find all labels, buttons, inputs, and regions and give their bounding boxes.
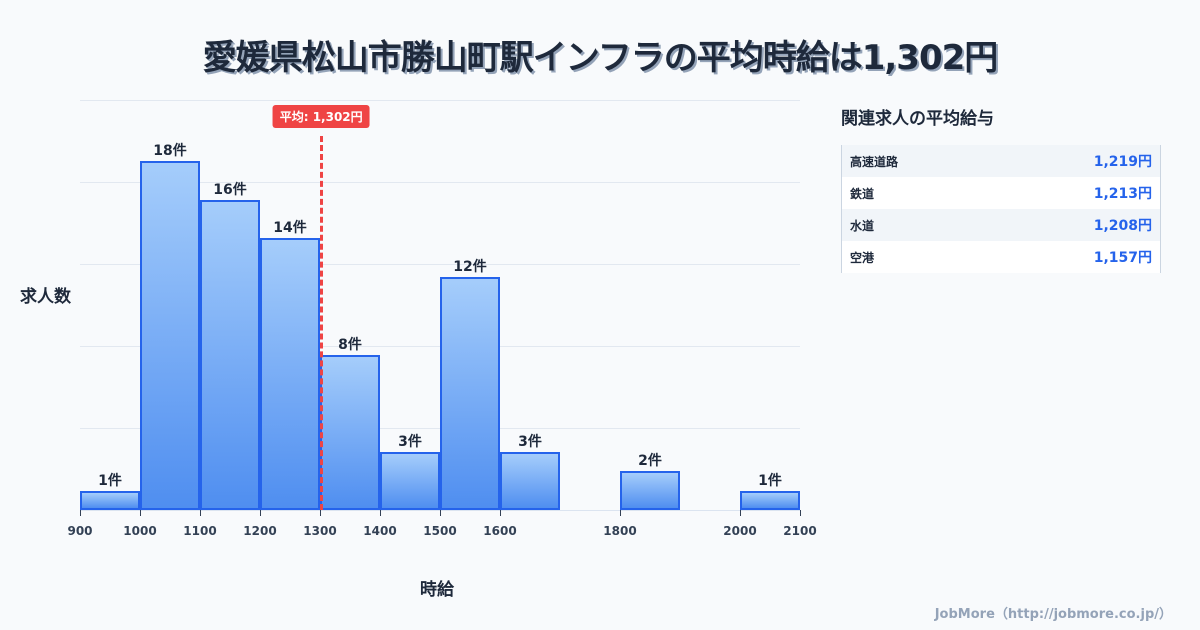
job-category-name: 鉄道 <box>850 186 875 201</box>
x-tick <box>320 510 321 516</box>
related-salary-title: 関連求人の平均給与 <box>841 109 994 129</box>
related-salary-table: 高速道路 1,219円 鉄道 1,213円 水道 1,208円 空港 1,157… <box>841 145 1161 273</box>
x-axis-label: 時給 <box>420 580 454 600</box>
average-line <box>320 136 324 510</box>
bar-count-label: 3件 <box>398 433 422 450</box>
x-tick-label: 1100 <box>183 524 217 538</box>
x-tick-label: 2000 <box>723 524 757 538</box>
x-tick <box>200 510 201 516</box>
histogram-bar <box>440 277 500 510</box>
footer-credit: JobMore（http://jobmore.co.jp/） <box>934 607 1172 622</box>
gridline <box>80 182 800 183</box>
x-tick-label: 900 <box>67 524 93 538</box>
histogram-plot: 1件 18件 16件 14件 8件 3件 12件 3件 2件 1件 平均: 1,302円 <box>80 100 800 510</box>
x-tick-label: 2100 <box>783 524 817 538</box>
histogram-bar <box>740 490 800 510</box>
related-salary-row: 水道 1,208円 <box>842 209 1160 241</box>
x-tick <box>440 510 441 516</box>
x-tick <box>260 510 261 516</box>
histogram-bar <box>620 471 680 510</box>
bar-count-label: 16件 <box>213 181 247 198</box>
histogram-bar <box>380 451 440 510</box>
x-tick-label: 1800 <box>603 524 637 538</box>
x-tick <box>140 510 141 516</box>
job-category-name: 高速道路 <box>850 154 899 169</box>
job-category-name: 水道 <box>850 218 875 233</box>
x-tick-label: 1300 <box>303 524 337 538</box>
page-title: 愛媛県松山市勝山町駅インフラの平均時給は1,302円 <box>202 38 999 78</box>
histogram-bar <box>200 199 260 510</box>
average-badge: 平均: 1,302円 <box>272 105 370 128</box>
x-tick <box>620 510 621 516</box>
x-tick <box>800 510 801 516</box>
job-category-name: 空港 <box>850 250 875 265</box>
job-category-salary: 1,219円 <box>1093 154 1152 170</box>
bar-count-label: 1件 <box>758 472 782 489</box>
gridline <box>80 264 800 265</box>
x-tick-label: 1200 <box>243 524 277 538</box>
bar-count-label: 2件 <box>638 453 662 470</box>
x-tick-label: 1000 <box>123 524 157 538</box>
job-category-salary: 1,208円 <box>1093 218 1152 234</box>
y-axis-label: 求人数 <box>20 287 71 307</box>
x-tick <box>500 510 501 516</box>
histogram-bar <box>140 160 200 510</box>
x-tick-label: 1600 <box>483 524 517 538</box>
x-tick <box>80 510 81 516</box>
x-tick <box>380 510 381 516</box>
job-category-salary: 1,157円 <box>1093 250 1152 266</box>
x-tick-label: 1400 <box>363 524 397 538</box>
related-salary-row: 空港 1,157円 <box>842 241 1160 273</box>
x-tick <box>740 510 741 516</box>
related-salary-row: 鉄道 1,213円 <box>842 177 1160 209</box>
bar-count-label: 3件 <box>518 433 542 450</box>
bar-count-label: 18件 <box>153 142 187 159</box>
related-salary-row: 高速道路 1,219円 <box>842 145 1160 177</box>
bar-count-label: 8件 <box>338 336 362 353</box>
bar-count-label: 12件 <box>453 259 487 276</box>
histogram-bar <box>500 451 560 510</box>
bar-count-label: 1件 <box>98 472 122 489</box>
job-category-salary: 1,213円 <box>1093 186 1152 202</box>
histogram-bar <box>260 238 320 510</box>
bar-count-label: 14件 <box>273 220 307 237</box>
histogram-bar <box>320 354 380 510</box>
gridline <box>80 100 800 101</box>
histogram-bar <box>80 490 140 510</box>
x-tick-label: 1500 <box>423 524 457 538</box>
